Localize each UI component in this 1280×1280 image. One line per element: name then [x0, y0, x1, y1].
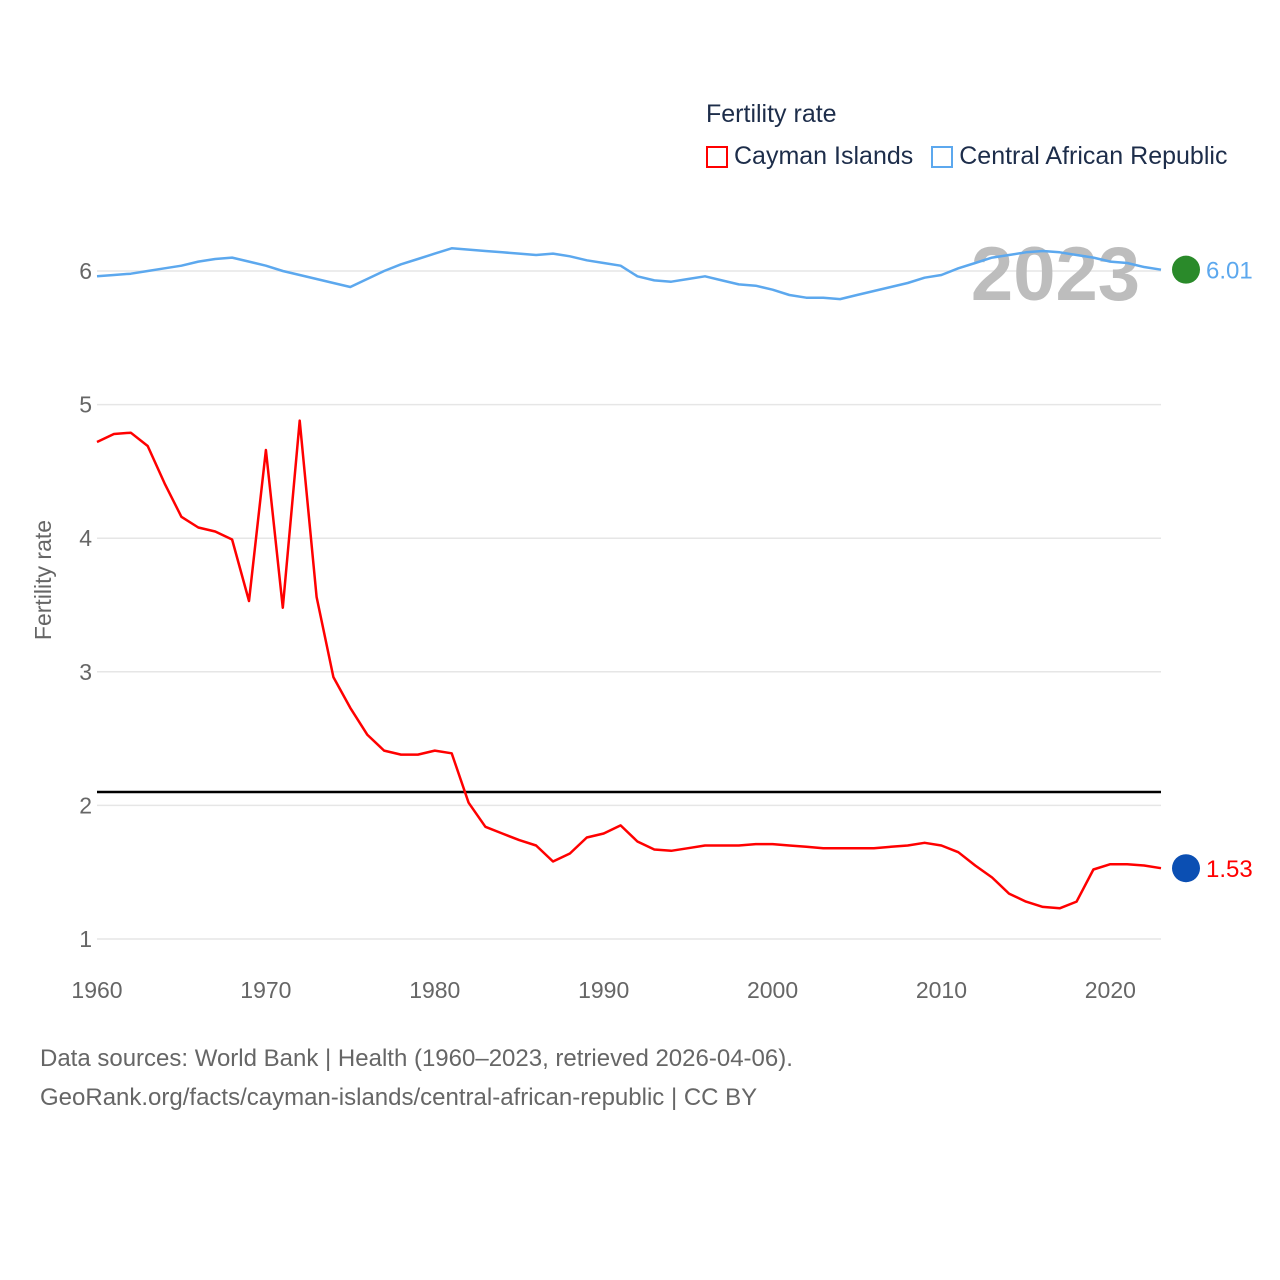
x-tick-label: 2000: [747, 977, 798, 1003]
source-line-1: Data sources: World Bank | Health (1960–…: [40, 1045, 793, 1072]
year-watermark: 2023: [971, 232, 1140, 317]
y-tick-label: 4: [79, 525, 92, 551]
y-tick-label: 6: [79, 258, 92, 284]
legend-item-car[interactable]: Central African Republic: [931, 142, 1227, 171]
legend-swatch: [931, 145, 954, 168]
end-value-label: 1.53: [1206, 856, 1253, 883]
series-line-1: [96, 247, 1162, 301]
series-line-0: [96, 419, 1162, 910]
cayman-flag-icon: [1172, 854, 1200, 883]
car-flag-icon: [1172, 255, 1200, 284]
legend-swatch: [706, 145, 728, 168]
y-tick-label: 3: [79, 659, 92, 685]
end-value-label: 6.01: [1206, 258, 1253, 285]
x-tick-label: 1970: [240, 977, 291, 1003]
legend-label: Central African Republic: [959, 142, 1228, 170]
y-tick-label: 5: [79, 392, 92, 418]
legend-title: Fertility rate: [706, 100, 837, 128]
source-line-2[interactable]: GeoRank.org/facts/cayman-islands/central…: [40, 1084, 758, 1111]
legend-label: Cayman Islands: [734, 142, 914, 170]
x-tick-label: 1960: [71, 977, 122, 1003]
x-tick-label: 1990: [578, 977, 629, 1003]
y-axis-label: Fertility rate: [30, 520, 56, 640]
legend-item-cayman[interactable]: Cayman Islands: [706, 142, 913, 171]
x-tick-label: 2010: [916, 977, 967, 1003]
y-tick-label: 1: [79, 926, 92, 952]
x-tick-label: 1980: [409, 977, 460, 1003]
y-tick-label: 2: [79, 792, 92, 818]
legend: Cayman Islands Central African Republic: [706, 142, 1227, 171]
x-tick-label: 2020: [1085, 977, 1136, 1003]
